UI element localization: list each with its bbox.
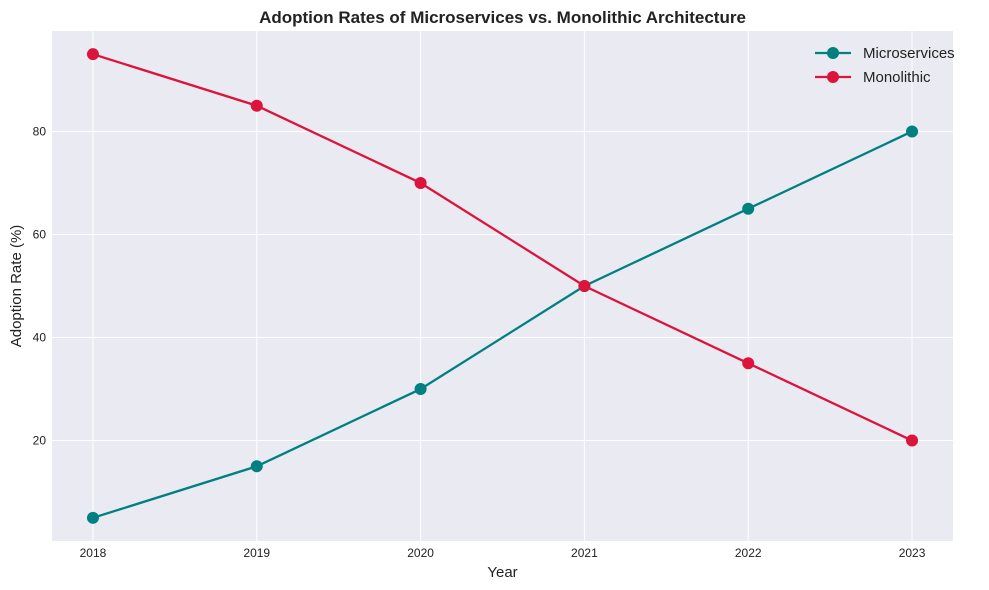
y-axis: 20 40 60 80	[33, 124, 47, 447]
data-point-microservices	[414, 383, 427, 396]
x-tick-label: 2019	[243, 546, 270, 560]
data-point-monolithic	[742, 357, 755, 370]
legend-marker	[827, 47, 839, 59]
data-point-microservices	[906, 125, 919, 138]
series-line-microservices	[92, 130, 913, 519]
chart-title: Adoption Rates of Microservices vs. Mono…	[259, 8, 746, 27]
x-tick-label: 2020	[407, 546, 434, 560]
data-point-microservices	[742, 202, 755, 215]
legend-label: Monolithic	[863, 69, 931, 86]
data-point-monolithic	[250, 99, 263, 112]
y-tick-label: 80	[33, 124, 47, 138]
data-point-monolithic	[906, 434, 919, 447]
data-point-microservices	[250, 460, 263, 473]
y-tick-label: 20	[33, 434, 47, 448]
legend: Microservices Monolithic	[815, 45, 955, 86]
data-point-monolithic	[414, 176, 427, 189]
legend-item-microservices: Microservices	[815, 45, 955, 62]
legend-marker	[827, 71, 839, 83]
x-axis: 2018 2019 2020 2021 2022 2023	[80, 546, 926, 560]
x-tick-label: 2022	[735, 546, 762, 560]
series-line-monolithic	[92, 53, 913, 442]
series-layer	[86, 48, 919, 524]
legend-label: Microservices	[863, 45, 955, 62]
x-tick-label: 2018	[80, 546, 107, 560]
x-axis-label: Year	[487, 564, 517, 581]
data-point-monolithic	[578, 280, 591, 292]
y-tick-label: 60	[33, 227, 47, 241]
plot-area	[52, 31, 953, 541]
y-axis-label: Adoption Rate (%)	[8, 225, 25, 348]
legend-item-monolithic: Monolithic	[815, 69, 931, 86]
y-tick-label: 40	[33, 331, 47, 345]
data-point-microservices	[86, 511, 99, 524]
series-monolithic	[86, 48, 919, 447]
x-tick-label: 2023	[899, 546, 926, 560]
data-point-monolithic	[86, 48, 99, 61]
x-tick-label: 2021	[571, 546, 598, 560]
